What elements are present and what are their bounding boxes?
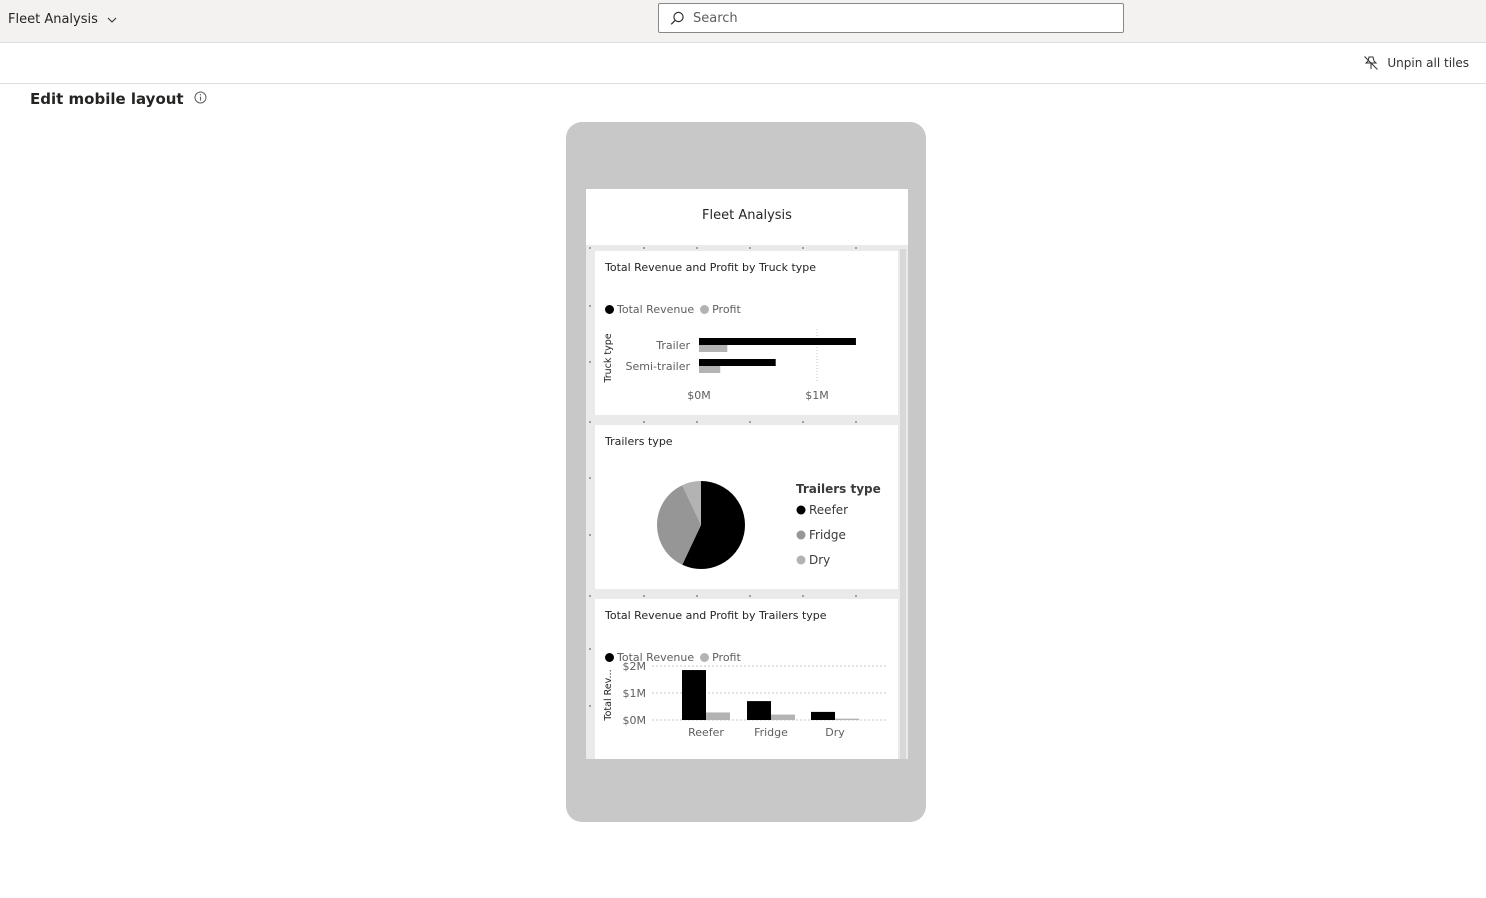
legend-dot bbox=[796, 530, 806, 540]
phone-frame: Fleet Analysis Total Revenue and Profit … bbox=[566, 122, 926, 822]
bar bbox=[706, 712, 730, 720]
grid-dot bbox=[696, 595, 698, 597]
y-tick-label: $2M bbox=[623, 660, 647, 673]
bar bbox=[699, 345, 728, 352]
grid-dot bbox=[802, 421, 804, 423]
tile-trailers-type[interactable]: Trailers type Trailers type Reefer Fridge D… bbox=[595, 425, 898, 589]
x-tick-label: Reefer bbox=[688, 726, 724, 739]
bar bbox=[699, 338, 856, 345]
category-label: Semi-trailer bbox=[626, 360, 691, 373]
tile-title: Total Revenue and Profit by Trailers typ… bbox=[605, 609, 827, 622]
grid-dot bbox=[855, 421, 857, 423]
trailers-type-pie-chart: Trailers type Reefer Fridge Dry bbox=[657, 481, 881, 569]
legend-item: Total Revenue bbox=[605, 651, 694, 664]
grid-dot bbox=[749, 421, 751, 423]
tile-revenue-by-truck-type[interactable]: Total Revenue and Profit by Truck type T… bbox=[595, 251, 898, 415]
y-axis-label: Total Rev... bbox=[603, 669, 614, 721]
legend-label: Reefer bbox=[809, 503, 848, 517]
legend-dot bbox=[605, 653, 614, 662]
grid-dot bbox=[802, 595, 804, 597]
grid-dot bbox=[589, 648, 591, 650]
x-tick-label: Fridge bbox=[754, 726, 788, 739]
tile-revenue-by-trailers-type[interactable]: Total Revenue and Profit by Trailers typ… bbox=[595, 599, 898, 759]
pie-slice bbox=[682, 481, 745, 569]
grid-dot bbox=[696, 421, 698, 423]
grid-dot bbox=[589, 477, 591, 479]
legend-title: Trailers type bbox=[796, 482, 881, 496]
trailers-type-bar-chart: $0M $1M $2M Total Rev... Reefer Fridge Dry bbox=[603, 660, 886, 739]
grid-dot bbox=[589, 534, 591, 536]
grid-dot bbox=[589, 421, 591, 423]
grid-dot bbox=[696, 247, 698, 249]
search-input[interactable] bbox=[693, 8, 1113, 28]
legend-label: Dry bbox=[809, 553, 830, 567]
legend-item: Total Revenue bbox=[605, 303, 694, 316]
legend-dot bbox=[796, 505, 806, 515]
grid-dot bbox=[589, 595, 591, 597]
legend-dot bbox=[700, 653, 710, 662]
grid-dot bbox=[643, 421, 645, 423]
legend-item: Profit bbox=[700, 651, 741, 664]
grid-dot bbox=[749, 595, 751, 597]
unpin-icon bbox=[1364, 56, 1379, 70]
bar bbox=[811, 711, 835, 720]
unpin-label: Unpin all tiles bbox=[1387, 56, 1469, 70]
legend-label: Profit bbox=[712, 651, 741, 664]
x-tick-label: $1M bbox=[805, 389, 829, 402]
bar bbox=[699, 366, 721, 373]
page-heading: Edit mobile layout bbox=[30, 90, 184, 108]
legend-label: Fridge bbox=[809, 528, 846, 542]
bar bbox=[699, 359, 776, 366]
y-tick-label: $0M bbox=[623, 714, 647, 727]
x-tick-label: Dry bbox=[825, 726, 845, 739]
tiles-scrollbar[interactable] bbox=[900, 249, 906, 759]
grid-dot bbox=[643, 595, 645, 597]
legend-item: Profit bbox=[700, 303, 741, 316]
pie-slice bbox=[682, 481, 701, 525]
category-label: Trailer bbox=[655, 339, 690, 352]
y-tick-label: $1M bbox=[623, 687, 647, 700]
bar bbox=[747, 701, 771, 720]
grid-dot bbox=[855, 595, 857, 597]
grid-dot bbox=[749, 247, 751, 249]
report-name: Fleet Analysis bbox=[8, 11, 98, 27]
unpin-all-tiles-button[interactable]: Unpin all tiles bbox=[1363, 55, 1469, 71]
grid-dot bbox=[589, 305, 591, 307]
top-bar: Fleet Analysis bbox=[0, 0, 1486, 43]
legend-label: Total Revenue bbox=[617, 303, 695, 316]
grid-dot bbox=[589, 247, 591, 249]
bar bbox=[835, 718, 859, 720]
grid-dot bbox=[802, 247, 804, 249]
dashboard-title: Fleet Analysis bbox=[586, 189, 908, 245]
truck-type-bar-chart: Truck type Trailer Semi-trailer $0M $1M bbox=[603, 329, 856, 402]
chart-legend: Total Revenue Profit bbox=[605, 651, 747, 664]
bar bbox=[771, 714, 795, 720]
page-title: Edit mobile layout bbox=[30, 90, 207, 108]
command-bar: Unpin all tiles bbox=[0, 43, 1486, 84]
chart-legend: Total Revenue Profit bbox=[605, 303, 747, 316]
grid-dot bbox=[855, 247, 857, 249]
chevron-down-icon bbox=[107, 12, 117, 27]
legend-dot bbox=[700, 305, 710, 314]
tile-title: Total Revenue and Profit by Truck type bbox=[605, 261, 817, 274]
bar bbox=[682, 670, 706, 720]
tile-title: Trailers type bbox=[605, 435, 673, 448]
legend-dot bbox=[796, 555, 806, 565]
phone-screen: Fleet Analysis Total Revenue and Profit … bbox=[586, 189, 908, 759]
legend-label: Total Revenue bbox=[617, 651, 695, 664]
search-icon bbox=[670, 11, 685, 30]
grid-dot bbox=[589, 361, 591, 363]
search-box[interactable] bbox=[658, 3, 1124, 33]
x-tick-label: $0M bbox=[687, 389, 711, 402]
legend-dot bbox=[605, 305, 614, 314]
info-icon[interactable] bbox=[194, 90, 207, 108]
pie-slice bbox=[657, 485, 701, 565]
grid-dot bbox=[589, 705, 591, 707]
report-switcher[interactable]: Fleet Analysis bbox=[8, 11, 117, 27]
grid-dot bbox=[643, 247, 645, 249]
y-axis-label: Truck type bbox=[603, 333, 614, 383]
legend-label: Profit bbox=[712, 303, 741, 316]
